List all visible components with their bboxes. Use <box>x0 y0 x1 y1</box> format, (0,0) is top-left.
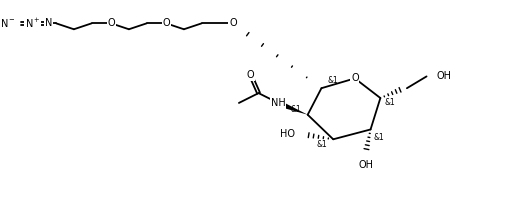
Text: NH: NH <box>271 98 286 108</box>
Text: &1: &1 <box>385 99 396 107</box>
Text: &1: &1 <box>328 76 339 85</box>
Text: HO: HO <box>280 129 295 139</box>
Text: O: O <box>229 18 237 28</box>
Text: O: O <box>107 18 115 28</box>
Text: O: O <box>351 73 359 83</box>
Text: &1: &1 <box>373 133 384 142</box>
Text: &1: &1 <box>316 140 327 149</box>
Text: O: O <box>163 18 170 28</box>
Polygon shape <box>284 104 308 115</box>
Text: OH: OH <box>437 71 451 81</box>
Text: &1: &1 <box>290 105 301 114</box>
Text: N: N <box>45 18 52 28</box>
Text: O: O <box>247 70 254 80</box>
Text: $\mathsf{N^-}$: $\mathsf{N^-}$ <box>0 17 16 29</box>
Text: $\mathsf{N^+}$: $\mathsf{N^+}$ <box>25 17 41 30</box>
Text: OH: OH <box>358 160 373 170</box>
